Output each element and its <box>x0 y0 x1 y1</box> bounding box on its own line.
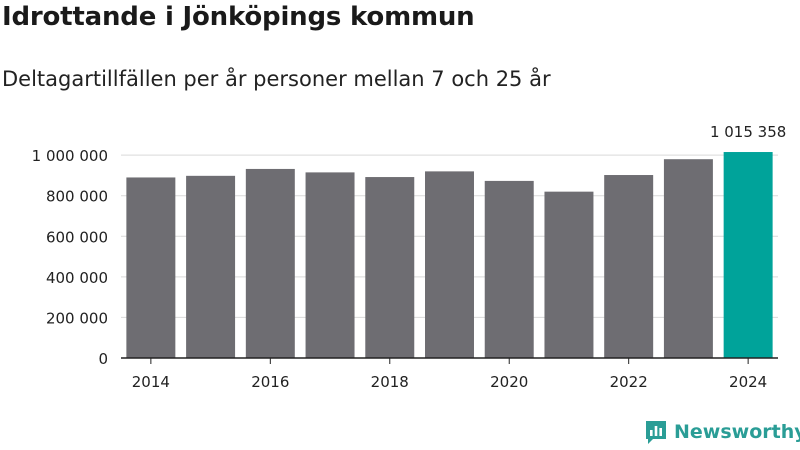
newsworthy-logo: Newsworthy <box>644 419 800 445</box>
x-tick-label: 2018 <box>371 373 409 391</box>
bar-2017 <box>305 172 355 358</box>
bar-2016 <box>245 168 295 358</box>
bar-2018 <box>365 177 415 358</box>
newsworthy-logo-icon <box>646 421 666 444</box>
x-tick-label: 2014 <box>132 373 170 391</box>
bar-2021 <box>544 191 594 358</box>
y-tick-label: 1 000 000 <box>32 147 108 165</box>
bars <box>126 152 773 358</box>
data-labels: 1 015 358 <box>710 123 786 141</box>
y-tick-label: 600 000 <box>46 228 108 246</box>
y-tick-label: 800 000 <box>46 188 108 206</box>
brand-name: Newsworthy <box>674 421 800 443</box>
y-tick-label: 0 <box>98 350 108 368</box>
data-label: 1 015 358 <box>710 123 786 141</box>
bar-2014 <box>126 177 176 358</box>
y-tick-label: 200 000 <box>46 309 108 327</box>
y-tick-label: 400 000 <box>46 269 108 287</box>
x-tick-label: 2022 <box>610 373 648 391</box>
x-axis-ticks: 2014 2016 2018 2020 2022 2024 <box>132 358 767 391</box>
bar-2022 <box>604 175 654 358</box>
y-axis-tick-labels: 0 200 000 400 000 600 000 800 000 1 000 000 <box>32 147 108 368</box>
chart-title: Idrottande i Jönköpings kommun <box>2 2 475 32</box>
bar-2023 <box>663 159 713 358</box>
x-tick-label: 2020 <box>490 373 528 391</box>
x-tick-label: 2016 <box>251 373 289 391</box>
bar-2024 <box>723 152 773 358</box>
x-tick-label: 2024 <box>729 373 767 391</box>
bar-2019 <box>425 171 474 358</box>
chart-subtitle: Deltagartillfällen per år personer mella… <box>2 67 551 91</box>
bar-2015 <box>186 175 236 358</box>
bar-2020 <box>484 180 534 358</box>
